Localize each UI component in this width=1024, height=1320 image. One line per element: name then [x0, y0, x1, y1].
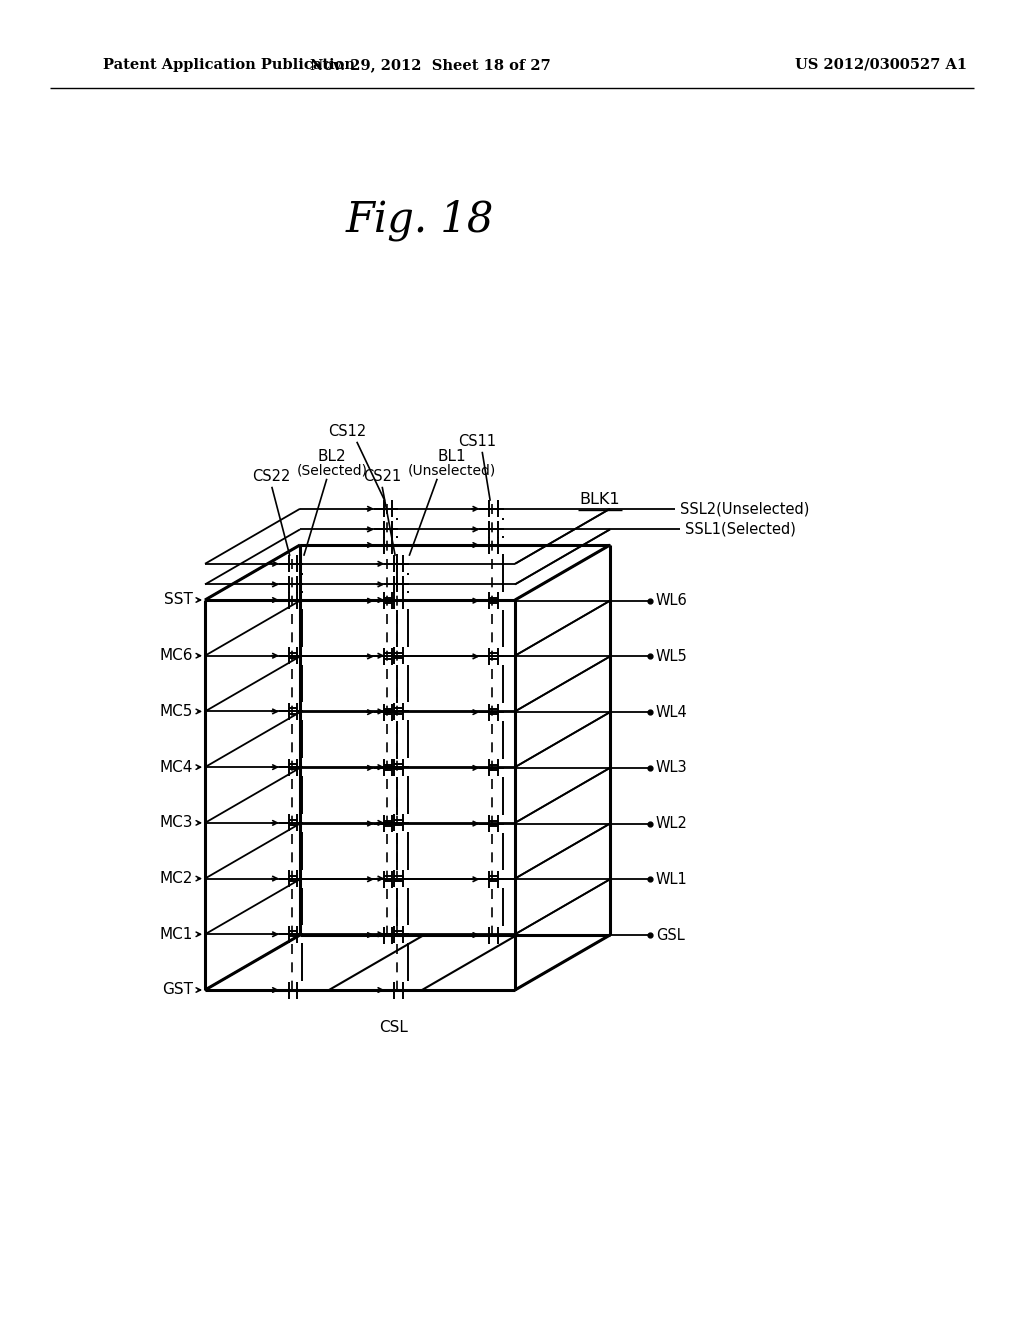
Text: WL6: WL6: [656, 593, 688, 609]
Text: CSL: CSL: [379, 1020, 408, 1035]
Text: CS11: CS11: [458, 434, 497, 449]
Text: Nov. 29, 2012  Sheet 18 of 27: Nov. 29, 2012 Sheet 18 of 27: [309, 58, 550, 73]
Text: WL3: WL3: [656, 760, 688, 775]
Text: MC5: MC5: [160, 704, 193, 719]
Text: WL2: WL2: [656, 816, 688, 832]
Text: CS12: CS12: [328, 424, 366, 438]
Text: (Selected): (Selected): [296, 463, 368, 478]
Text: SST: SST: [164, 593, 193, 607]
Text: US 2012/0300527 A1: US 2012/0300527 A1: [795, 58, 967, 73]
Text: BL2: BL2: [317, 449, 346, 463]
Text: (Unselected): (Unselected): [409, 463, 497, 478]
Text: WL1: WL1: [656, 871, 688, 887]
Text: Patent Application Publication: Patent Application Publication: [103, 58, 355, 73]
Text: BLK1: BLK1: [580, 492, 621, 507]
Text: MC4: MC4: [160, 759, 193, 775]
Text: CS21: CS21: [364, 469, 401, 484]
Text: CS22: CS22: [253, 469, 291, 484]
Text: SSL2(Unselected): SSL2(Unselected): [680, 502, 809, 516]
Text: MC2: MC2: [160, 871, 193, 886]
Text: WL5: WL5: [656, 649, 688, 664]
Text: MC6: MC6: [160, 648, 193, 663]
Text: WL4: WL4: [656, 705, 688, 719]
Text: SSL1(Selected): SSL1(Selected): [685, 521, 796, 537]
Text: MC1: MC1: [160, 927, 193, 941]
Text: GSL: GSL: [656, 928, 685, 942]
Text: MC3: MC3: [160, 816, 193, 830]
Text: Fig. 18: Fig. 18: [346, 199, 495, 242]
Text: BL1: BL1: [438, 449, 467, 463]
Text: GST: GST: [162, 982, 193, 998]
